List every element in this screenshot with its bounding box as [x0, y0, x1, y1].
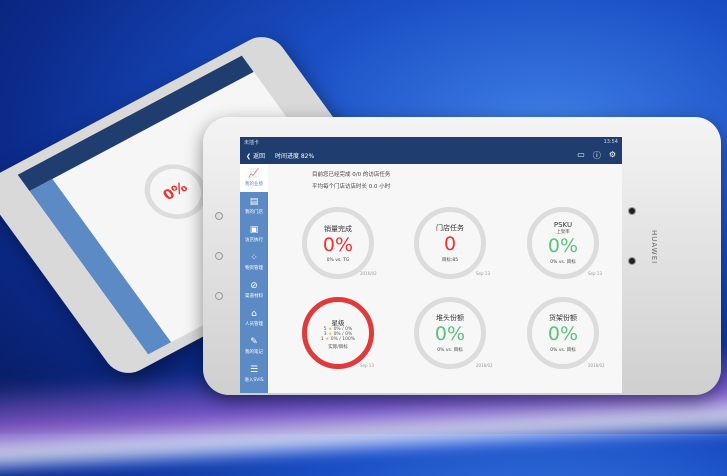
star-value: 0% / 0%	[333, 326, 353, 332]
visit-summary: 目前您已经完成 0/0 的访店任务	[312, 172, 391, 178]
navbar: ❮ 返回 时间进度 82% ▭ ⓘ ⚙	[240, 147, 622, 164]
card-value: 0	[443, 233, 457, 255]
sidebar-item-visits[interactable]: ▣ 访店执行	[240, 220, 268, 248]
card-endcap-share[interactable]: 堆头份额 0% 0% vs. 目标	[414, 297, 486, 369]
card-title: 销量完成	[324, 224, 352, 233]
star-icon: ★	[328, 326, 333, 332]
card-stars[interactable]: 星级 5 ★ 0% / 0% 3 ★ 0% / 0% 1 ★ 0% / 100%…	[302, 297, 374, 369]
card-title: 门店任务	[436, 224, 464, 232]
card-title: 货架份额	[549, 314, 577, 322]
star-level: 3	[323, 331, 327, 337]
card-date: 2016/02	[588, 363, 605, 368]
card-date: 2016/02	[476, 363, 493, 368]
clock: 13:54	[603, 139, 618, 145]
carrier: 未插卡	[244, 140, 260, 146]
card-value: 0%	[434, 323, 466, 345]
clipboard-icon: ▣	[249, 225, 259, 235]
sidebar-label: 人员管理	[245, 322, 263, 327]
summary-text: 目前您已经完成 0/0 的访店任务 平均每个门店访店时长 0.0 小时	[312, 169, 390, 193]
settings-icon[interactable]: ⚙	[608, 150, 616, 159]
list-icon: ☰	[249, 365, 259, 375]
sidebar-item-materials[interactable]: ⁘ 物资管理	[240, 248, 268, 276]
sidebar-label: 我的笔记	[245, 350, 263, 355]
back-button[interactable]: ❮ 返回	[246, 153, 265, 160]
card-date: Sep 13	[476, 271, 490, 276]
card-label: 目标:85	[441, 258, 459, 263]
sidebar-label: 进入SVIS	[244, 378, 264, 383]
brand-logo: HUAWEI	[650, 230, 658, 265]
sidebar-item-notes[interactable]: ✎ 我的笔记	[240, 332, 268, 360]
store-icon: ▤	[249, 197, 259, 207]
people-icon: ⌂	[251, 309, 257, 319]
star-value: 0% / 100%	[330, 336, 356, 342]
paperclip-icon: ⊘	[250, 281, 258, 291]
avg-visit-time: 平均每个门店访店时长 0.0 小时	[312, 184, 391, 190]
star-level: 5	[323, 326, 327, 332]
card-label: 0% vs. 目标	[550, 260, 576, 265]
status-bar: 未插卡 13:54	[240, 137, 622, 147]
sidebar: 📈 我的业绩 ▤ 我的门店 ▣ 访店执行 ⁘ 物资管理 ⊘ 渠道材料 ⌂ 人员管理 ✎ 我的笔…	[240, 164, 268, 393]
card-label: 0% vs. 目标	[550, 348, 576, 353]
back-label: 返回	[252, 153, 265, 160]
app-screen: 未插卡 13:54 ❮ 返回 时间进度 82% ▭ ⓘ ⚙ 📈 我的业绩 ▤ 我的门店 ▣…	[240, 137, 622, 393]
sidebar-label: 渠道材料	[245, 294, 263, 299]
card-sales[interactable]: 销量完成 0% 0% vs. TG	[302, 207, 374, 279]
star-icon: ★	[328, 331, 333, 337]
sidebar-item-channel[interactable]: ⊘ 渠道材料	[240, 276, 268, 304]
card-psku[interactable]: PSKU 上架率 0% 0% vs. 目标	[527, 207, 599, 279]
star-icon: ★	[325, 336, 330, 342]
sidebar-label: 我的门店	[245, 210, 263, 215]
sidebar-label: 物资管理	[245, 266, 263, 271]
chart-icon: 📈	[248, 169, 260, 179]
sidebar-item-staff[interactable]: ⌂ 人员管理	[240, 304, 268, 332]
sidebar-item-svis[interactable]: ☰ 进入SVIS	[240, 360, 268, 388]
help-icon[interactable]: ⓘ	[592, 151, 601, 160]
star-value: 0% / 0%	[333, 331, 353, 337]
sidebar-label: 访店执行	[245, 238, 263, 243]
sidebar-item-performance[interactable]: 📈 我的业绩	[240, 164, 268, 192]
card-shelf-share[interactable]: 货架份额 0% 0% vs. 目标	[527, 297, 599, 369]
card-subtitle: 上架率	[556, 230, 570, 235]
card-title: 堆头份额	[436, 314, 464, 322]
grid-icon: ⁘	[250, 253, 258, 263]
time-progress: 时间进度 82%	[274, 153, 315, 160]
card-label: 0% vs. TG	[326, 257, 350, 263]
card-date: 2016/02	[360, 271, 377, 276]
card-title: PSKU	[553, 221, 573, 229]
star-level: 1	[320, 336, 324, 342]
card-label: 0% vs. 目标	[437, 348, 463, 353]
card-value: 0%	[547, 323, 579, 345]
sidebar-item-stores[interactable]: ▤ 我的门店	[240, 192, 268, 220]
sidebar-label: 我的业绩	[245, 182, 263, 187]
card-title: 星级	[331, 318, 345, 327]
card-label: 实际/目标	[328, 344, 348, 350]
card-value: 0%	[322, 233, 354, 256]
card-date: Sep 13	[360, 363, 374, 368]
card-value: 0%	[547, 235, 579, 257]
card-store-tasks[interactable]: 门店任务 0 目标:85	[414, 207, 486, 279]
note-icon: ✎	[250, 337, 258, 347]
message-icon[interactable]: ▭	[577, 150, 585, 159]
card-date: Sep 13	[588, 271, 602, 276]
